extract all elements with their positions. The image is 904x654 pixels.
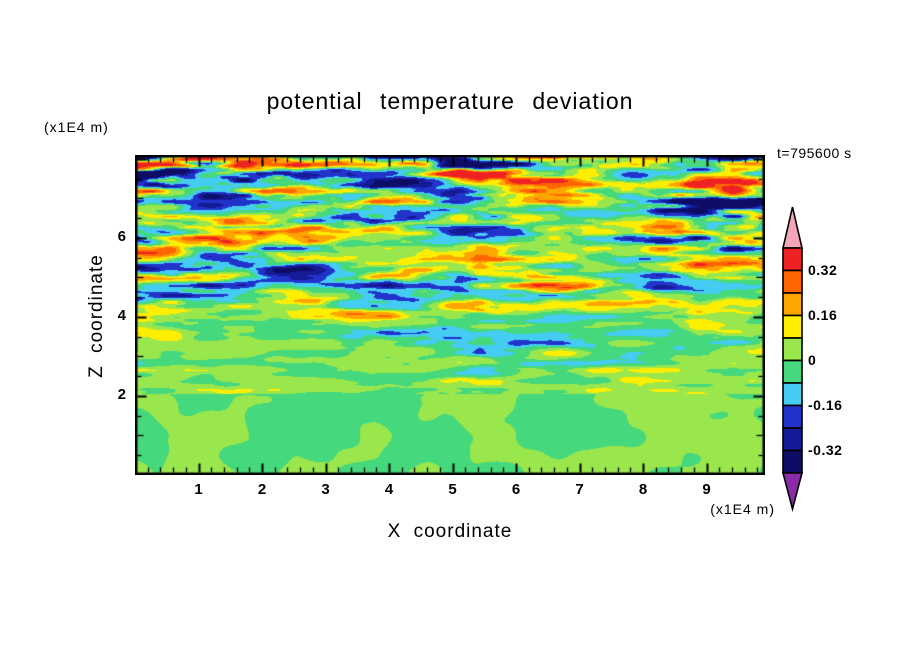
colorbar-band	[782, 359, 803, 384]
timestamp-label: t=795600 s	[777, 145, 852, 161]
colorbar-label: -0.16	[808, 396, 843, 413]
x-axis-unit-label: (x1E4 m)	[710, 501, 775, 517]
x-axis-tick-label: 9	[702, 481, 711, 498]
y-axis-tick-label: 2	[117, 385, 126, 403]
chart-title: potential temperature deviation	[266, 88, 634, 114]
colorbar-band	[782, 314, 803, 339]
x-axis-tick-label: 1	[194, 481, 203, 498]
x-axis-tick-label: 6	[511, 481, 521, 498]
heatmap-canvas	[135, 155, 765, 475]
x-axis-tick-label: 5	[448, 481, 457, 498]
colorbar-band	[782, 404, 803, 429]
colorbar	[781, 206, 804, 513]
colorbar-band	[782, 247, 803, 272]
colorbar-band	[782, 292, 803, 317]
x-axis-tick-label: 2	[257, 481, 267, 498]
colorbar-band	[782, 382, 803, 407]
colorbar-label: 0.32	[808, 261, 838, 278]
colorbar-band	[782, 427, 803, 452]
colorbar-arrow-top	[781, 206, 804, 249]
colorbar-label: 0.16	[808, 306, 838, 323]
colorbar-label: 0	[808, 351, 817, 368]
x-axis-tick-label: 8	[638, 481, 648, 498]
y-axis-tick-label: 6	[117, 227, 126, 245]
colorbar-band	[782, 337, 803, 362]
colorbar-arrow-bottom	[781, 472, 804, 513]
y-axis-tick-label: 4	[117, 306, 126, 324]
y-axis-unit-label: (x1E4 m)	[44, 119, 109, 135]
x-axis-title: X coordinate	[387, 521, 513, 542]
x-axis-tick-label: 4	[384, 481, 394, 498]
colorbar-band	[782, 449, 803, 474]
colorbar-band	[782, 269, 803, 294]
x-axis-tick-label: 3	[321, 481, 330, 498]
x-axis-tick-label: 7	[575, 481, 584, 498]
colorbar-label: -0.32	[808, 441, 843, 458]
